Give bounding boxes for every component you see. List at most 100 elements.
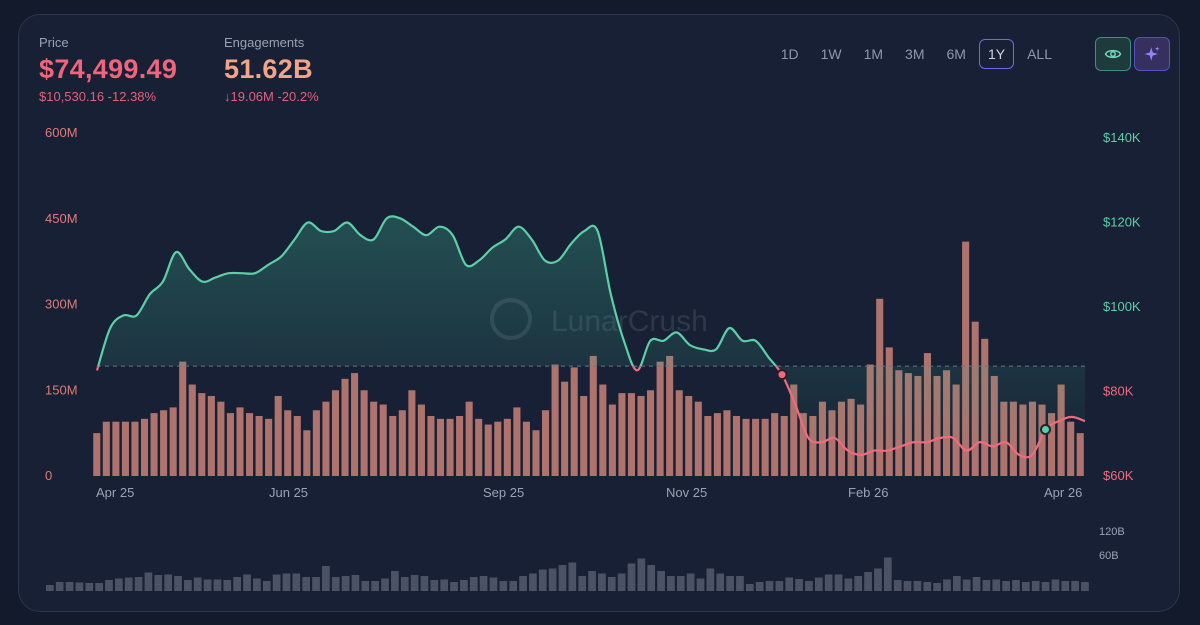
volume-bar [341,576,350,591]
volume-bar [943,579,951,591]
engagement-bar [723,410,731,476]
engagement-bar [370,401,378,476]
volume-bar [233,577,241,591]
range-1d-button[interactable]: 1D [780,46,799,62]
engagement-bar [627,393,635,476]
engagement-bar [246,413,254,476]
range-1y-button[interactable]: 1Y [978,39,1015,69]
engagement-bar [389,415,397,476]
volume-bar [95,583,103,591]
engagement-bar [427,415,435,476]
engagement-bar [150,413,158,476]
volume-bar [519,576,527,591]
engagement-bar [694,401,702,476]
volume-bar [75,582,84,591]
price-label: Price [39,35,69,50]
engagement-bar [331,390,340,476]
x-axis-tick-label: Feb 26 [848,485,888,500]
volume-bar [115,578,123,591]
volume-bar [775,581,784,591]
ai-insights-button[interactable] [1134,37,1170,71]
chart-card: Price $74,499.49 $10,530.16 -12.38% Enga… [18,14,1180,612]
x-axis-tick-label: Jun 25 [269,485,308,500]
volume-bar [854,576,863,591]
volume-bar [834,574,843,591]
volume-bar [676,576,685,591]
engagement-bar [179,361,187,476]
engagement-bar [732,415,741,476]
engagement-bar [303,430,311,476]
volume-bar [223,580,232,591]
engagement-bar [1057,384,1065,476]
volume-bar [312,577,320,591]
engagement-bar [207,395,215,476]
left-axis-tick-label: 450M [45,211,78,226]
volume-bar [538,569,547,591]
volume-bar [440,579,449,591]
volume-bar [864,572,872,591]
volume-bar [952,576,961,591]
volume-bar [460,580,468,591]
volume-bar [46,585,54,591]
volume-bar [381,578,389,591]
right-axis-tick-label: $140K [1103,130,1141,145]
volume-bar [420,576,429,591]
left-axis-tick-label: 0 [45,468,52,483]
volume-bar [450,582,458,591]
volume-bar [657,571,665,591]
engagement-bar [274,395,282,476]
engagement-bar [589,355,597,476]
volume-bar [972,577,981,591]
engagement-bar [675,390,683,476]
engagement-bar [685,395,693,476]
price-marker-red [776,369,788,381]
engagement-bar [503,418,511,476]
volume-bar [164,574,172,591]
engagement-bar [160,410,168,476]
volume-bar [607,577,616,591]
volume-bar [55,582,64,591]
engagement-bar [236,407,244,476]
engagement-bar [962,241,970,476]
volume-bar [785,577,794,591]
volume-bar [578,576,587,591]
volume-bar [124,577,133,591]
engagement-bar [522,421,530,476]
volume-bar [65,582,74,591]
volume-bar [193,577,202,591]
volume-bar [874,568,882,591]
volume-bar [647,565,656,591]
range-1m-button[interactable]: 1M [863,46,884,62]
engagement-bar [742,418,750,476]
right-axis-tick-label: $120K [1103,215,1141,230]
right-axis-tick-label: $60K [1103,468,1134,483]
range-all-button[interactable]: ALL [1027,46,1052,62]
volume-bar [933,583,941,591]
volume-bar [893,580,902,591]
engagement-bar [140,418,149,476]
volume-bar [282,573,291,591]
volume-bars [46,557,1089,591]
engagement-bar [780,415,788,476]
x-axis-tick-label: Nov 25 [666,485,707,500]
range-3m-button[interactable]: 3M [905,46,925,62]
volume-bar [745,584,754,591]
volume-bar [400,577,409,591]
range-1w-button[interactable]: 1W [820,46,842,62]
engagement-bar [284,410,292,476]
engagement-bar [618,393,626,476]
engagement-bar [666,355,674,476]
price-change: $10,530.16 -12.38% [39,89,157,104]
price-marker-green [1040,424,1051,435]
engagement-bar [771,413,779,476]
toggle-visibility-button[interactable] [1095,37,1131,71]
volume-bar [134,577,143,591]
volume-bar [243,574,251,591]
range-6m-button[interactable]: 6M [946,46,966,62]
volume-bar [371,581,380,591]
engagements-change: ↓19.06M -20.2% [224,89,319,104]
engagement-bar [322,401,330,476]
engagement-bar [131,421,139,476]
engagement-bar [542,410,550,476]
volume-bar [529,573,537,591]
